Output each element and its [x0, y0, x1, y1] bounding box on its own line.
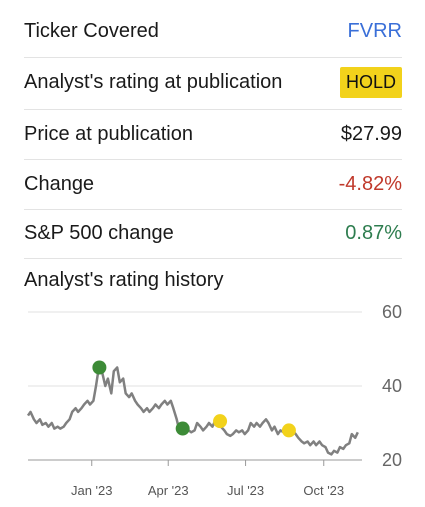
divider — [24, 159, 402, 160]
ticker-link[interactable]: FVRR — [347, 19, 402, 42]
ticker-label: Ticker Covered — [24, 19, 159, 42]
section-title: Analyst's rating history — [24, 269, 224, 291]
change-value: -4.82% — [338, 172, 402, 195]
y-tick-label: 40 — [382, 376, 402, 396]
x-tick-label: Jul '23 — [227, 483, 264, 498]
change-label: Change — [24, 172, 95, 195]
y-tick-label: 20 — [382, 450, 402, 470]
ticker-row: Ticker Covered FVRR — [24, 14, 402, 48]
price-row: Price at publication $27.99 — [24, 117, 402, 151]
x-tick-label: Oct '23 — [303, 483, 344, 498]
x-tick-label: Apr '23 — [148, 483, 189, 498]
divider — [24, 209, 402, 210]
rating-row: Analyst's rating at publication HOLD — [24, 64, 402, 100]
divider — [24, 57, 402, 58]
rating-badge: HOLD — [339, 66, 402, 98]
change-row: Change -4.82% — [24, 167, 402, 201]
rating-marker-hold[interactable] — [213, 414, 228, 429]
price-label: Price at publication — [24, 122, 193, 145]
sp500-label: S&P 500 change — [24, 221, 174, 244]
sp500-value: 0.87% — [345, 221, 402, 244]
divider — [24, 258, 402, 259]
y-tick-label: 60 — [382, 302, 402, 322]
rating-marker-hold[interactable] — [281, 423, 296, 438]
rating-history-chart: Jan '23 Apr '23 Jul '23 Oct '23 60 40 20 — [26, 302, 402, 498]
price-line — [26, 362, 359, 456]
sp500-row: S&P 500 change 0.87% — [24, 216, 402, 250]
rating-marker-buy[interactable] — [175, 421, 190, 436]
price-value: $27.99 — [340, 122, 402, 145]
rating-label: Analyst's rating at publication — [24, 70, 283, 93]
x-tick-label: Jan '23 — [71, 483, 113, 498]
rating-marker-buy[interactable] — [92, 360, 107, 375]
divider — [24, 109, 402, 110]
